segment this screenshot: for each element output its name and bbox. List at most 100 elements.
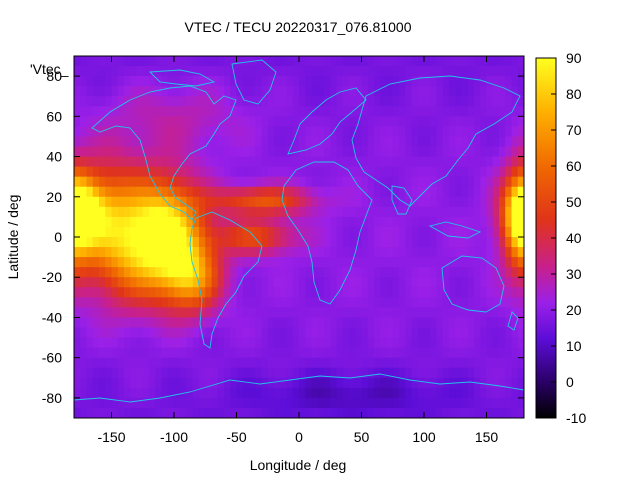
heatmap-cell [342,337,350,349]
heatmap-cell [199,397,206,409]
heatmap-cell [442,257,450,268]
heatmap-cell [274,407,281,418]
heatmap-cell [424,297,431,308]
heatmap-cell [274,267,281,278]
heatmap-cell [199,186,206,198]
heatmap-cell [380,247,388,258]
heatmap-cell [280,277,288,288]
heatmap-cell [249,317,256,329]
heatmap-cell [267,397,275,409]
heatmap-cell [286,367,294,379]
heatmap-cell [242,216,250,228]
heatmap-cell [199,206,206,218]
heatmap-cell [205,66,213,77]
heatmap-cell [405,126,413,138]
heatmap-cell [517,237,524,248]
heatmap-cell [324,327,331,339]
heatmap-cell [467,196,475,208]
heatmap-cell [205,186,213,198]
heatmap-cell [355,166,363,178]
heatmap-cell [155,407,163,418]
heatmap-cell [399,347,406,359]
heatmap-cell [480,66,488,77]
heatmap-cell [80,347,88,359]
heatmap-cell [255,86,263,97]
heatmap-cell [380,367,388,379]
heatmap-cell [349,146,356,158]
heatmap-cell [355,96,363,107]
heatmap-cell [80,267,88,278]
heatmap-cell [105,76,113,87]
heatmap-cell [355,206,363,218]
heatmap-cell [336,237,344,248]
heatmap-cell [342,56,350,67]
heatmap-cell [274,76,281,87]
heatmap-cell [136,106,144,117]
heatmap-cell [105,166,113,178]
heatmap-cell [336,146,344,158]
heatmap-cell [317,166,325,178]
heatmap-cell [330,357,338,369]
heatmap-cell [274,237,281,248]
heatmap-cell [499,377,506,389]
heatmap-cell [367,397,375,409]
heatmap-cell [449,66,456,77]
heatmap-cell [424,377,431,389]
heatmap-cell [236,226,244,238]
heatmap-cell [155,377,163,389]
heatmap-cell [267,387,275,399]
heatmap-cell [499,166,506,178]
heatmap-cell [317,136,325,148]
heatmap-cell [117,257,125,268]
heatmap-cell [374,337,381,349]
heatmap-cell [99,156,106,168]
heatmap-cell [186,387,194,399]
heatmap-cell [161,176,169,188]
heatmap-cell [255,96,263,107]
heatmap-cell [311,317,319,329]
heatmap-cell [424,96,431,107]
heatmap-cell [74,186,81,198]
heatmap-cell [411,206,419,218]
heatmap-cell [449,317,456,329]
heatmap-cell [336,267,344,278]
heatmap-cell [449,297,456,308]
heatmap-cell [299,307,306,319]
heatmap-cell [405,176,413,188]
heatmap-cell [399,367,406,379]
heatmap-cell [405,76,413,87]
heatmap-cell [105,347,113,359]
heatmap-cell [399,377,406,389]
heatmap-cell [467,176,475,188]
heatmap-cell [267,297,275,308]
heatmap-cell [174,216,181,228]
heatmap-cell [442,176,450,188]
heatmap-cell [361,297,369,308]
heatmap-cell [442,367,450,379]
heatmap-cell [324,226,331,238]
heatmap-cell [430,237,438,248]
heatmap-cell [455,226,463,238]
heatmap-cell [424,176,431,188]
heatmap-cell [405,407,413,418]
heatmap-cell [161,397,169,409]
heatmap-cell [330,317,338,329]
heatmap-cell [286,237,294,248]
heatmap-cell [430,86,438,97]
heatmap-cell [111,377,119,389]
heatmap-cell [499,407,506,418]
heatmap-cell [155,116,163,127]
heatmap-cell [217,76,225,87]
heatmap-cell [499,347,506,359]
heatmap-cell [255,327,263,339]
heatmap-cell [242,327,250,339]
heatmap-cell [149,287,156,298]
heatmap-cell [217,196,225,208]
heatmap-cell [392,317,400,329]
heatmap-cell [105,277,113,288]
heatmap-cell [305,287,313,298]
heatmap-cell [324,367,331,379]
heatmap-cell [480,186,488,198]
heatmap-cell [480,377,488,389]
heatmap-cell [267,277,275,288]
